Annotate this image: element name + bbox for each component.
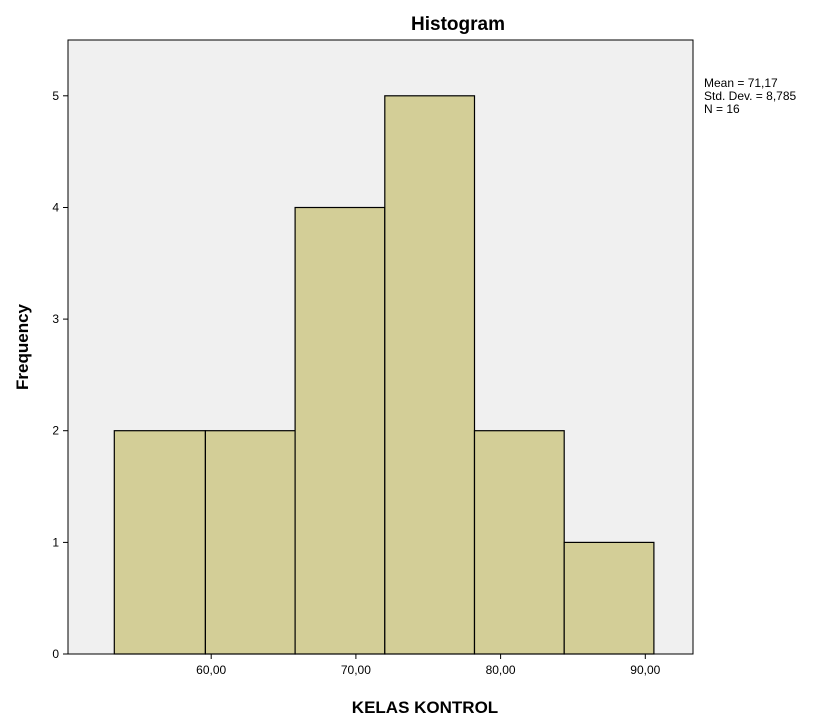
y-axis-title: Frequency	[13, 303, 32, 390]
histogram-bar	[563, 541, 655, 655]
y-tick-label: 4	[52, 201, 59, 215]
histogram-bar	[384, 95, 476, 655]
histogram-bar	[294, 206, 386, 655]
stats-mean: Mean = 71,17	[704, 76, 778, 90]
y-tick-label: 0	[52, 647, 59, 661]
histogram-bar	[113, 430, 207, 655]
stats-legend: Mean = 71,17 Std. Dev. = 8,785 N = 16	[704, 76, 796, 116]
y-axis-ticks: 0 1 2 3 4 5	[52, 89, 68, 661]
chart-title: Histogram	[411, 14, 505, 35]
x-tick-label: 80,00	[486, 663, 516, 677]
x-tick-label: 70,00	[341, 663, 371, 677]
stats-n: N = 16	[704, 102, 740, 116]
y-tick-label: 1	[52, 535, 59, 549]
stats-std-dev: Std. Dev. = 8,785	[704, 89, 796, 103]
x-tick-label: 90,00	[630, 663, 660, 677]
x-tick-label: 60,00	[196, 663, 226, 677]
histogram-bar	[473, 430, 565, 655]
y-tick-label: 5	[52, 89, 59, 103]
y-tick-label: 2	[52, 424, 59, 438]
bars	[113, 95, 655, 655]
x-axis-title: KELAS KONTROL	[352, 698, 498, 717]
x-axis-ticks: 60,00 70,00 80,00 90,00	[196, 654, 661, 677]
histogram-bar	[204, 430, 296, 655]
y-tick-label: 3	[52, 312, 59, 326]
